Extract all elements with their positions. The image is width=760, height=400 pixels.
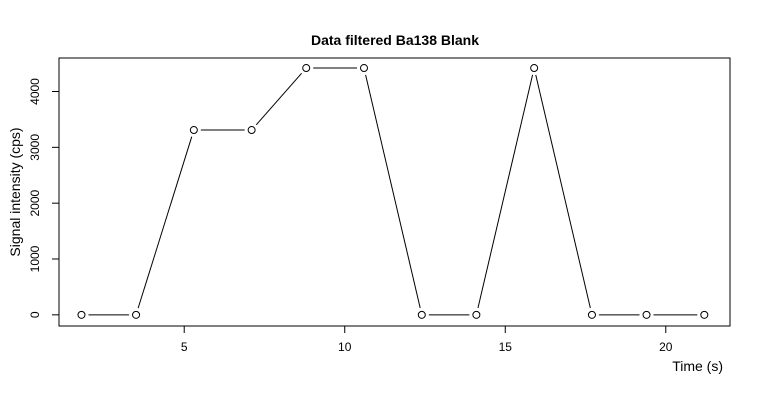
y-axis: 0 1000 2000 3000 4000 bbox=[28, 78, 60, 318]
data-point bbox=[77, 310, 86, 319]
series-segment bbox=[535, 74, 591, 309]
data-point bbox=[360, 64, 368, 73]
data-point bbox=[587, 310, 596, 319]
y-axis-label: Signal intensity (cps) bbox=[7, 127, 23, 256]
x-tick-label: 15 bbox=[499, 340, 513, 354]
data-point bbox=[472, 310, 481, 319]
data-point bbox=[530, 64, 539, 73]
x-tick-label: 10 bbox=[338, 340, 352, 354]
y-tick-label: 0 bbox=[28, 311, 42, 318]
y-tick-label: 4000 bbox=[28, 78, 42, 105]
series-segment bbox=[365, 74, 421, 309]
data-point bbox=[132, 310, 141, 319]
data-point bbox=[247, 126, 256, 135]
series-segment bbox=[137, 136, 193, 309]
series-segment bbox=[255, 72, 302, 126]
chart-title: Data filtered Ba138 Blank bbox=[311, 32, 479, 48]
x-tick-label: 20 bbox=[659, 340, 673, 354]
y-tick-label: 3000 bbox=[28, 134, 42, 161]
x-axis: 5 10 15 20 bbox=[181, 325, 673, 354]
data-point bbox=[700, 310, 709, 319]
x-tick-label: 5 bbox=[181, 340, 188, 354]
data-point bbox=[642, 310, 651, 319]
data-point bbox=[417, 310, 426, 319]
y-tick-label: 2000 bbox=[28, 189, 42, 216]
series-segment bbox=[477, 74, 534, 309]
y-tick-label: 1000 bbox=[28, 245, 42, 272]
plot-frame bbox=[58, 57, 731, 327]
series-layer bbox=[77, 64, 709, 319]
data-point bbox=[302, 64, 311, 73]
x-axis-label: Time (s) bbox=[672, 358, 723, 374]
data-point bbox=[189, 126, 198, 135]
